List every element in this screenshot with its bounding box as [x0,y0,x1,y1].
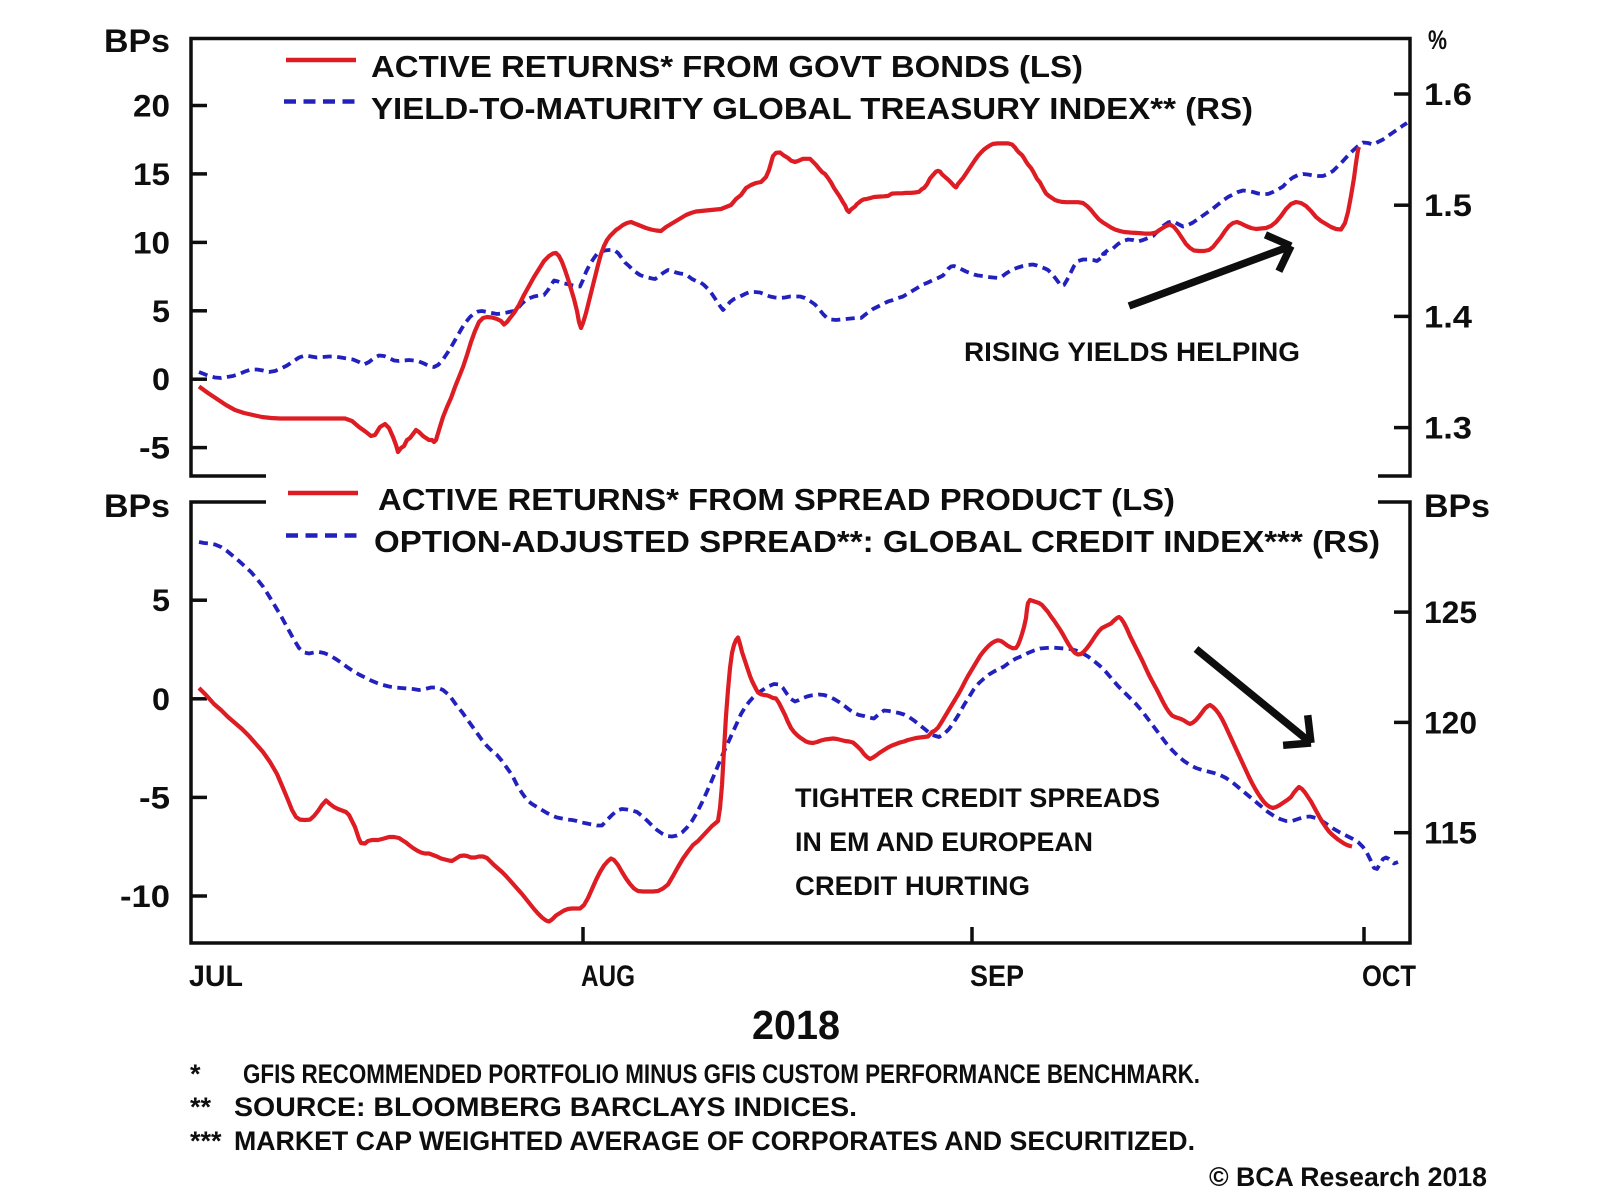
svg-text:1.5: 1.5 [1424,187,1472,223]
svg-text:2018: 2018 [752,1002,840,1048]
svg-text:BPs: BPs [104,23,170,59]
svg-text:-5: -5 [139,779,170,815]
svg-text:5: 5 [152,293,170,329]
svg-text:IN EM AND EUROPEAN: IN EM AND EUROPEAN [795,827,1093,857]
svg-text:0: 0 [152,681,170,717]
svg-text:AUG: AUG [581,960,635,993]
svg-text:20: 20 [133,88,170,124]
svg-text:SOURCE: BLOOMBERG BARCLAYS IND: SOURCE: BLOOMBERG BARCLAYS INDICES. [234,1092,857,1122]
svg-text:OCT: OCT [1362,960,1416,993]
svg-text:%: % [1428,25,1447,55]
svg-text:SEP: SEP [970,960,1024,993]
svg-text:OPTION-ADJUSTED SPREAD**: GLOB: OPTION-ADJUSTED SPREAD**: GLOBAL CREDIT … [374,524,1380,559]
svg-text:-10: -10 [120,878,170,914]
svg-text:**: ** [190,1092,212,1122]
svg-text:120: 120 [1424,704,1477,740]
svg-text:1.4: 1.4 [1424,298,1473,334]
svg-text:5: 5 [152,582,170,618]
svg-text:ACTIVE RETURNS* FROM GOVT BOND: ACTIVE RETURNS* FROM GOVT BONDS (LS) [371,49,1083,84]
svg-text:15: 15 [133,156,170,192]
svg-text:-5: -5 [139,430,170,466]
svg-text:0: 0 [152,361,170,397]
svg-text:TIGHTER CREDIT SPREADS: TIGHTER CREDIT SPREADS [795,783,1160,813]
svg-text:*: * [190,1059,201,1089]
svg-text:1.6: 1.6 [1424,76,1472,112]
svg-text:YIELD-TO-MATURITY GLOBAL TREAS: YIELD-TO-MATURITY GLOBAL TREASURY INDEX*… [371,91,1253,126]
svg-text:RISING YIELDS HELPING: RISING YIELDS HELPING [964,337,1300,367]
svg-text:ACTIVE RETURNS* FROM SPREAD PR: ACTIVE RETURNS* FROM SPREAD PRODUCT (LS) [378,482,1175,517]
svg-text:10: 10 [133,224,170,260]
svg-text:***: *** [190,1126,222,1156]
svg-text:GFIS RECOMMENDED PORTFOLIO MIN: GFIS RECOMMENDED PORTFOLIO MINUS GFIS CU… [243,1059,1200,1089]
svg-text:115: 115 [1424,815,1477,851]
svg-text:125: 125 [1424,594,1477,630]
svg-text:JUL: JUL [189,960,243,993]
svg-text:BPs: BPs [104,488,170,524]
svg-text:BPs: BPs [1424,488,1490,524]
svg-text:CREDIT HURTING: CREDIT HURTING [795,871,1030,901]
svg-text:1.3: 1.3 [1424,410,1472,446]
svg-text:© BCA Research 2018: © BCA Research 2018 [1209,1162,1487,1192]
svg-text:MARKET CAP WEIGHTED AVERAGE OF: MARKET CAP WEIGHTED AVERAGE OF CORPORATE… [234,1126,1195,1156]
